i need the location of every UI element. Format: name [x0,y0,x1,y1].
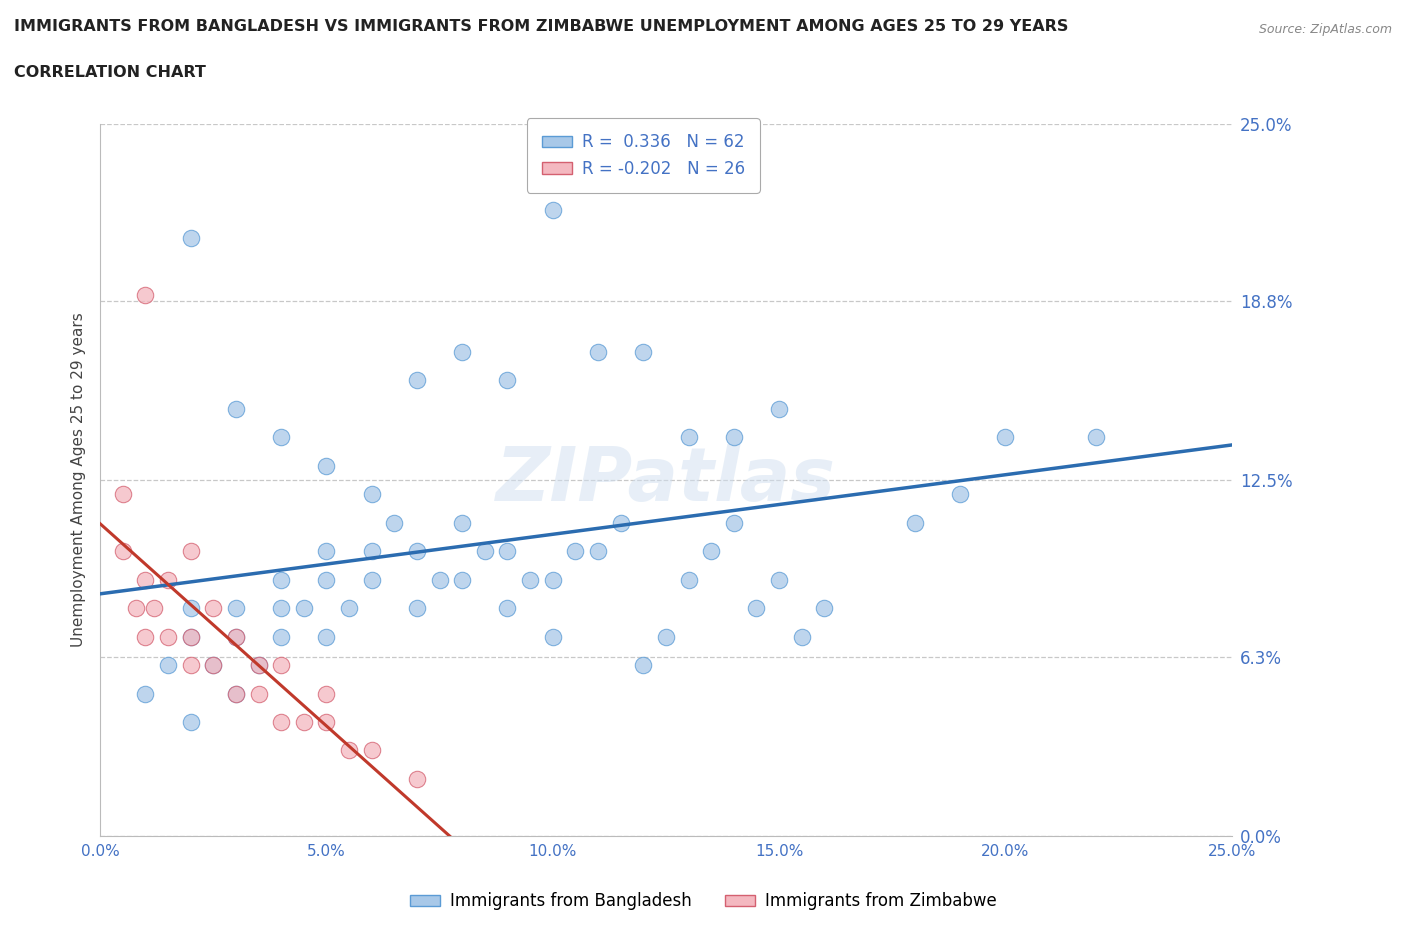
Point [111,487,134,502]
Point [360,572,382,587]
Legend: R =  0.336   N = 62, R = -0.202   N = 26: R = 0.336 N = 62, R = -0.202 N = 26 [527,118,759,193]
Point [633,344,655,359]
Point [519,572,541,587]
Point [451,572,474,587]
Point [382,515,405,530]
Point [180,630,202,644]
Text: CORRELATION CHART: CORRELATION CHART [14,65,205,80]
Point [315,544,337,559]
Point [745,601,768,616]
Point [496,373,519,388]
Point [157,658,180,672]
Point [813,601,835,616]
Point [225,601,247,616]
Point [315,686,337,701]
Point [496,601,519,616]
Point [134,287,156,302]
Point [700,544,723,559]
Point [337,743,360,758]
Point [180,714,202,729]
Point [180,601,202,616]
Point [586,344,609,359]
Point [225,402,247,417]
Point [157,630,180,644]
Point [541,630,564,644]
Point [134,686,156,701]
Point [134,630,156,644]
Point [270,430,292,445]
Point [270,601,292,616]
Legend: Immigrants from Bangladesh, Immigrants from Zimbabwe: Immigrants from Bangladesh, Immigrants f… [404,885,1002,917]
Point [541,572,564,587]
Point [474,544,496,559]
Point [143,601,166,616]
Point [157,572,180,587]
Point [406,373,429,388]
Point [360,487,382,502]
Text: Source: ZipAtlas.com: Source: ZipAtlas.com [1258,23,1392,36]
Point [270,714,292,729]
Point [180,231,202,246]
Point [564,544,586,559]
Point [723,515,745,530]
Point [270,572,292,587]
Point [586,544,609,559]
Point [225,686,247,701]
Point [111,544,134,559]
Point [315,630,337,644]
Point [949,487,972,502]
Point [904,515,927,530]
Point [360,544,382,559]
Point [541,202,564,217]
Point [337,601,360,616]
Point [406,772,429,787]
Point [790,630,813,644]
Point [723,430,745,445]
Point [994,430,1017,445]
Y-axis label: Unemployment Among Ages 25 to 29 years: Unemployment Among Ages 25 to 29 years [72,312,86,647]
Point [202,658,225,672]
Point [360,743,382,758]
Point [292,714,315,729]
Point [655,630,678,644]
Point [315,714,337,729]
Point [406,601,429,616]
Point [768,402,790,417]
Point [315,458,337,473]
Point [315,572,337,587]
Point [768,572,790,587]
Text: IMMIGRANTS FROM BANGLADESH VS IMMIGRANTS FROM ZIMBABWE UNEMPLOYMENT AMONG AGES 2: IMMIGRANTS FROM BANGLADESH VS IMMIGRANTS… [14,19,1069,33]
Point [406,544,429,559]
Point [678,430,700,445]
Point [225,630,247,644]
Point [270,658,292,672]
Point [180,658,202,672]
Point [202,658,225,672]
Point [247,658,270,672]
Point [1084,430,1107,445]
Point [270,630,292,644]
Point [180,544,202,559]
Point [678,572,700,587]
Point [292,601,315,616]
Point [247,658,270,672]
Point [202,601,225,616]
Point [429,572,451,587]
Point [247,686,270,701]
Point [225,630,247,644]
Point [451,515,474,530]
Point [609,515,631,530]
Point [134,572,156,587]
Text: ZIPatlas: ZIPatlas [496,444,837,516]
Point [496,544,519,559]
Point [125,601,148,616]
Point [180,630,202,644]
Point [633,658,655,672]
Point [225,686,247,701]
Point [451,344,474,359]
